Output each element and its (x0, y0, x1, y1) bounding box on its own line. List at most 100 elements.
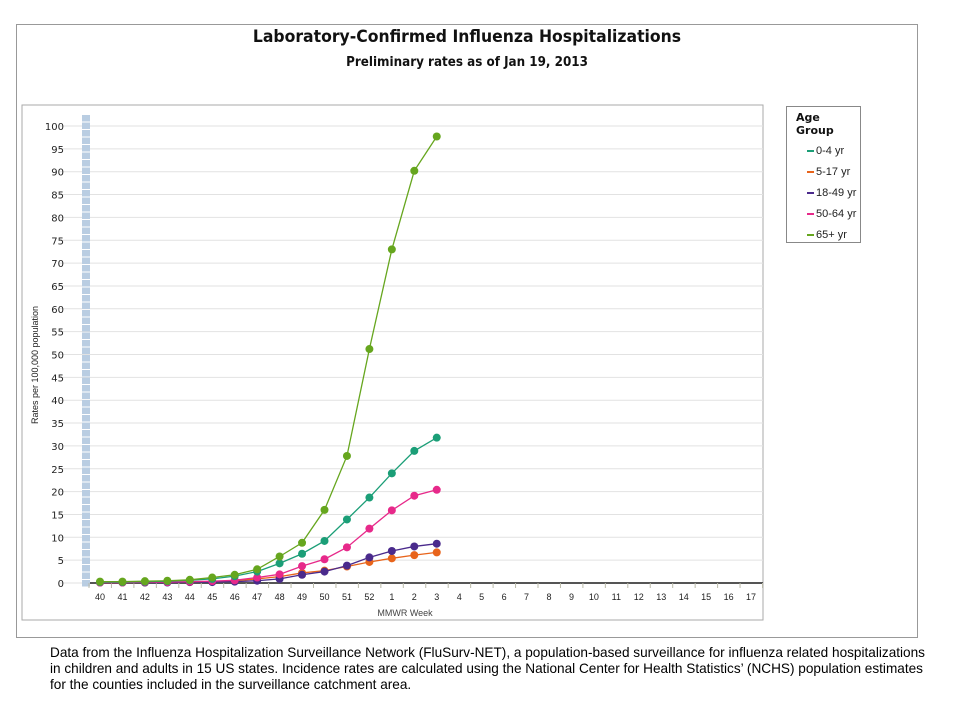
axis-band-segment (82, 467, 90, 474)
axis-band-segment (82, 422, 90, 429)
axis-band-segment (82, 550, 90, 557)
axis-band-segment (82, 242, 90, 249)
legend-item: 18-49 yr (807, 186, 860, 200)
data-point (410, 551, 419, 560)
axis-band-segment (82, 400, 90, 407)
legend-label: 18-49 yr (816, 187, 857, 199)
x-tick-label: 13 (656, 592, 666, 602)
data-point (185, 575, 194, 584)
axis-band-segment (82, 490, 90, 497)
axis-band-segment (82, 572, 90, 579)
axis-band-segment (82, 460, 90, 467)
data-point (320, 505, 329, 514)
data-point (387, 245, 396, 254)
data-point (410, 542, 419, 551)
data-point (342, 451, 351, 460)
footnote: Data from the Influenza Hospitalization … (50, 645, 925, 692)
data-point (118, 577, 127, 586)
x-tick-label: 46 (230, 592, 240, 602)
data-point (387, 547, 396, 556)
data-point (432, 539, 441, 548)
y-tick-label: 45 (51, 373, 64, 384)
x-tick-label: 48 (275, 592, 285, 602)
axis-band-segment (82, 475, 90, 482)
x-tick-label: 7 (524, 592, 529, 602)
axis-band-segment (82, 445, 90, 452)
chart-title: Laboratory-Confirmed Influenza Hospitali… (252, 27, 682, 47)
x-tick-label: 50 (319, 592, 329, 602)
axis-band-segment (82, 482, 90, 489)
axis-band-segment (82, 542, 90, 549)
data-point (410, 166, 419, 175)
data-point (140, 577, 149, 586)
series-line-50-64-yr (100, 489, 437, 584)
axis-band-segment (82, 415, 90, 422)
axis-band-segment (82, 385, 90, 392)
data-point (320, 555, 329, 564)
y-tick-label: 10 (51, 533, 64, 544)
data-point (342, 561, 351, 570)
axis-band-segment (82, 430, 90, 437)
axis-band-segment (82, 272, 90, 279)
axis-band-segment (82, 317, 90, 324)
legend-swatch (807, 192, 814, 194)
x-tick-label: 11 (612, 592, 621, 602)
y-tick-label: 0 (58, 579, 64, 590)
legend-swatch (807, 234, 814, 236)
legend: Age Group 0-4 yr 5-17 yr 18-49 yr 50-64 yr 6… (786, 106, 861, 243)
legend-label: 50-64 yr (816, 208, 857, 220)
x-tick-label: 4 (457, 592, 462, 602)
x-tick-label: 16 (724, 592, 734, 602)
legend-swatch (807, 213, 814, 215)
y-tick-label: 20 (51, 488, 64, 499)
data-point (275, 570, 284, 579)
axis-band-segment (82, 355, 90, 362)
axis-band-segment (82, 325, 90, 332)
data-point (253, 573, 262, 582)
x-tick-label: 8 (546, 592, 551, 602)
x-tick-label: 52 (364, 592, 374, 602)
x-tick-label: 42 (140, 592, 150, 602)
data-point (96, 577, 104, 586)
data-point (365, 524, 374, 533)
y-tick-label: 95 (51, 145, 64, 156)
data-point (365, 553, 374, 562)
x-tick-label: 47 (252, 592, 262, 602)
y-tick-label: 35 (51, 419, 64, 430)
x-tick-label: 12 (634, 592, 644, 602)
data-point (387, 554, 396, 563)
axis-band-segment (82, 137, 90, 144)
data-point (298, 538, 307, 547)
axis-band-segment (82, 257, 90, 264)
axis-band-segment (82, 452, 90, 459)
chart-frame (16, 24, 918, 638)
x-tick-label: 6 (502, 592, 507, 602)
axis-band-segment (82, 287, 90, 294)
axis-band-segment (82, 130, 90, 137)
y-axis-label: Rates per 100,000 population (30, 306, 40, 424)
legend-item: 65+ yr (807, 228, 860, 242)
legend-item: 0-4 yr (807, 144, 860, 158)
axis-band-segment (82, 377, 90, 384)
x-tick-label: 43 (162, 592, 172, 602)
x-axis-label: MMWR Week (377, 608, 433, 618)
data-point (163, 576, 172, 585)
axis-band-segment (82, 535, 90, 542)
y-tick-label: 60 (51, 305, 64, 316)
axis-band-segment (82, 520, 90, 527)
data-point (410, 446, 419, 455)
x-tick-label: 41 (117, 592, 127, 602)
data-point (432, 548, 441, 557)
axis-band-segment (82, 175, 90, 182)
axis-band-segment (82, 212, 90, 219)
y-tick-label: 90 (51, 168, 64, 179)
y-tick-label: 25 (51, 465, 64, 476)
axis-band-segment (82, 152, 90, 159)
axis-band-segment (82, 122, 90, 129)
axis-band-segment (82, 512, 90, 519)
axis-band-segment (82, 302, 90, 309)
data-point (342, 515, 351, 524)
series-line-65-yr (100, 136, 438, 583)
legend-label: 65+ yr (816, 229, 847, 241)
